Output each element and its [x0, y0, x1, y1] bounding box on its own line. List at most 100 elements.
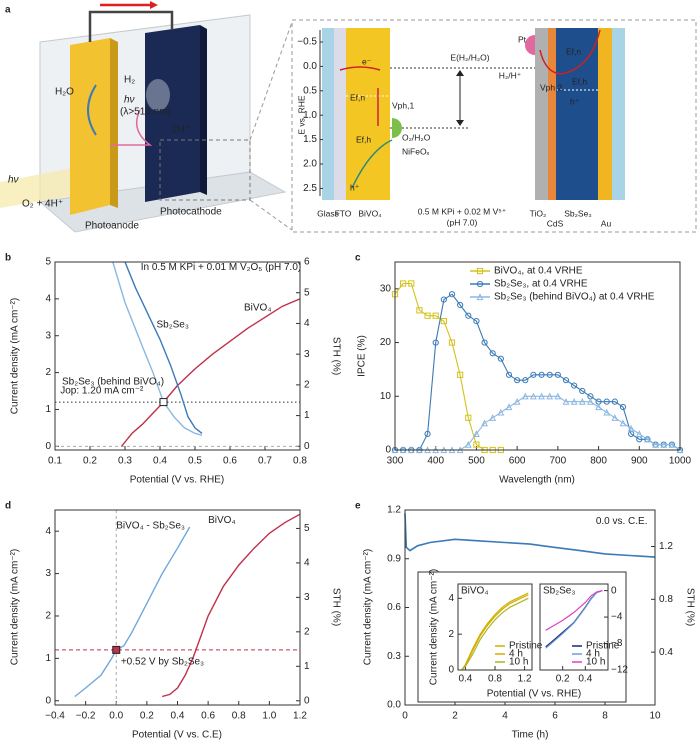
y-tick-label: 30: [380, 283, 392, 294]
legend-label: 10 h: [509, 657, 528, 668]
band-label: H₂/H⁺: [499, 70, 522, 80]
x-tick-label: 0.3: [118, 456, 132, 467]
marker: [635, 430, 643, 437]
marker: [476, 280, 484, 288]
marker: [562, 397, 570, 405]
legend-label: 10 h: [586, 657, 605, 668]
y-tick-label: 0: [385, 445, 391, 456]
series-line: [461, 594, 529, 671]
y2-tick-label: 1.2: [659, 541, 673, 552]
series-line: [395, 395, 681, 451]
plot-frame: [54, 509, 301, 706]
y-tick-label: −12: [611, 665, 628, 676]
panel-letter: e: [355, 501, 361, 512]
x-tick-label: 1000: [669, 456, 692, 467]
marker: [603, 398, 610, 405]
photoanode-side: [110, 38, 118, 208]
y-tick-label: 0.3: [387, 651, 401, 662]
y-axis-label: IPCE (%): [357, 335, 368, 377]
marker: [530, 371, 537, 378]
y-axis-label: Current density (mA cm⁻²): [10, 298, 21, 414]
photocathode-plate: [145, 25, 200, 202]
x-tick-label: 0.2: [83, 456, 97, 467]
marker: [464, 440, 472, 448]
label: 2H⁺: [172, 125, 190, 136]
energy-tick-label: −0.5: [297, 37, 317, 48]
x-tick-label: 1.2: [293, 711, 307, 722]
y2-tick-label: 0.4: [659, 647, 673, 658]
layer-label: 0.5 M KPi + 0.02 M V⁵⁺: [418, 206, 507, 216]
series-label: BiVO₄: [244, 303, 271, 314]
label: Photocathode: [160, 207, 222, 218]
marker: [514, 377, 521, 384]
band-label: E(H₂/H₂O): [450, 52, 489, 62]
marker: [457, 301, 464, 309]
annotation: Jop: 1.20 mA cm⁻²: [60, 386, 144, 397]
inset-title: Sb₂Se₃: [543, 586, 575, 597]
x-tick-label: 0.2: [140, 711, 154, 722]
marker: [489, 414, 497, 421]
y2-tick-label: 4: [304, 318, 310, 329]
x-tick-label: 0.4: [153, 456, 167, 467]
y2-tick-label: 0.8: [659, 594, 673, 605]
y2-axis-label: STH (%): [684, 588, 695, 626]
panel-letter: d: [5, 501, 11, 512]
layer-fto: [334, 28, 346, 200]
y2-tick-label: 2: [304, 626, 310, 637]
nifeox-particle: [392, 118, 402, 138]
band-label: NiFeOₓ: [402, 146, 430, 156]
label: Photoanode: [85, 221, 139, 232]
marker: [505, 403, 513, 411]
x-tick-label: 500: [468, 456, 485, 467]
marker: [546, 371, 553, 378]
y2-axis-label: STH (%): [330, 337, 341, 375]
x-tick-label: 0.0: [109, 711, 123, 722]
series-line: [124, 261, 203, 434]
legend-label: BiVO₄, at 0.4 VRHE: [494, 266, 583, 277]
marker: [481, 419, 488, 427]
y-tick-label: 0.9: [387, 553, 401, 564]
x-tick-label: 10: [649, 711, 661, 722]
marker: [497, 355, 504, 362]
marker: [408, 280, 415, 287]
marker: [554, 392, 562, 400]
marker: [538, 392, 545, 400]
band-label: Vph,2: [540, 82, 562, 92]
band-label: O₂/H₂O: [402, 132, 431, 142]
marker: [530, 392, 537, 400]
series-line: [162, 513, 301, 698]
zoom-line: [249, 199, 293, 231]
operating-point: [159, 398, 168, 407]
series-line: [545, 590, 603, 649]
y-axis-label: Current density (mA cm⁻²): [429, 569, 440, 685]
x-axis-label: Time (h): [512, 730, 549, 741]
band-label: Ef,h: [356, 134, 371, 144]
x-tick-label: −0.4: [45, 711, 65, 722]
plot-frame: [404, 509, 656, 706]
y-tick-label: −4: [611, 612, 623, 623]
x-tick-label: 400: [427, 456, 444, 467]
marker: [505, 371, 513, 378]
x-tick-label: 600: [509, 456, 526, 467]
y-tick-label: 0.6: [387, 602, 401, 613]
plot-frame: [394, 261, 681, 451]
energy-tick-label: 2.5: [303, 183, 317, 194]
photoanode-plate: [70, 38, 110, 215]
marker: [513, 397, 521, 405]
marker: [448, 339, 456, 346]
x-tick-label: 6: [552, 711, 558, 722]
marker: [416, 307, 423, 314]
y-tick-label: 3: [45, 568, 51, 579]
label: (λ>510 nm): [120, 107, 171, 118]
x-tick-label: 0: [402, 711, 408, 722]
flow-arrow: [110, 109, 153, 146]
marker: [668, 440, 676, 448]
layer-label: Glass: [317, 208, 339, 218]
inset-title: BiVO₄: [461, 586, 488, 597]
legend-label: 4 h: [509, 649, 523, 660]
series-label: Sb₂Se₃: [157, 319, 189, 330]
y-tick-label: 2: [45, 367, 51, 378]
layer-sb2se3: [556, 28, 598, 200]
x-tick-label: 0.7: [258, 456, 272, 467]
